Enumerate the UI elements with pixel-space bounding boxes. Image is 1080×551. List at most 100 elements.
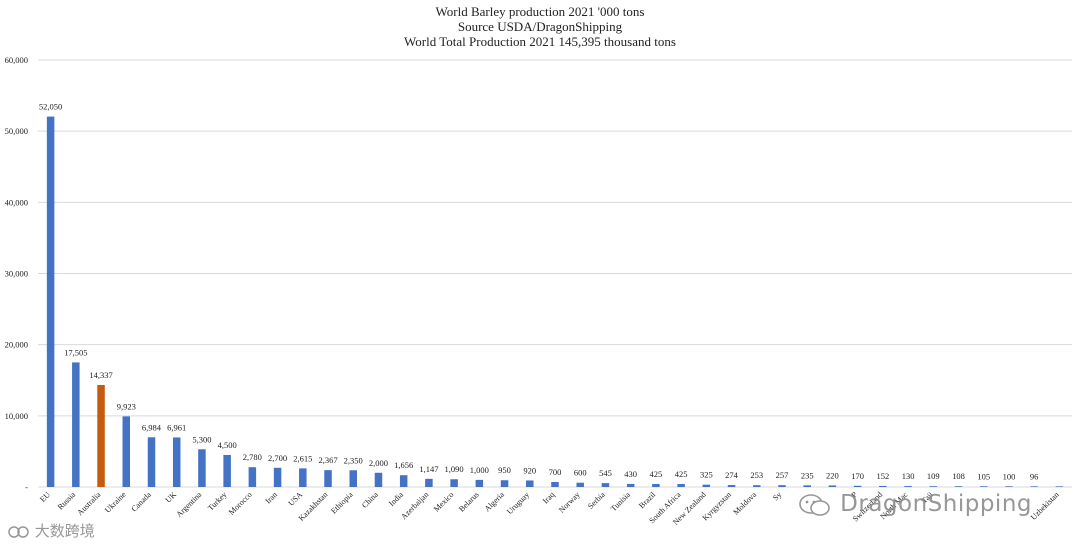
wechat-icon (799, 493, 831, 516)
x-tick-label: Sy (771, 490, 783, 502)
x-tick-label: Norway (557, 490, 582, 515)
x-tick-label: Iran (264, 490, 279, 505)
y-tick-label: 10,000 (5, 411, 28, 421)
x-tick-label: Australia (75, 490, 102, 517)
x-tick-label: UK (164, 490, 179, 505)
bar (526, 480, 534, 487)
bar (223, 454, 231, 487)
watermark-right-text: DragonShipping (840, 491, 1032, 517)
bar (879, 485, 887, 487)
x-tick-label: Uzbekistan (1029, 490, 1061, 522)
x-tick-label: Algeria (483, 490, 507, 514)
bar (626, 483, 635, 487)
y-tick-label: - (25, 482, 28, 492)
y-tick-label: 40,000 (5, 197, 28, 207)
x-tick-label: Belarus (457, 490, 481, 514)
data-label: 170 (851, 471, 864, 481)
bar (172, 437, 181, 487)
bar (551, 482, 559, 487)
x-tick-label: Tunisia (609, 490, 632, 513)
data-label: 4,500 (218, 440, 237, 450)
data-label: 253 (750, 470, 763, 480)
x-tick-label: Ukraine (103, 490, 128, 515)
data-label: 14,337 (89, 370, 112, 380)
data-label: 6,984 (142, 422, 162, 432)
data-label: 2,367 (318, 455, 337, 465)
bar (1055, 486, 1064, 487)
data-label: 600 (574, 468, 587, 478)
x-tick-label: Brazil (637, 490, 658, 511)
data-label: 1,656 (394, 460, 413, 470)
x-tick-label: Canada (130, 490, 154, 514)
bar (954, 486, 963, 487)
bar (601, 483, 610, 487)
data-label: 1,090 (445, 464, 464, 474)
data-label: 2,780 (243, 452, 262, 462)
x-tick-label: Serbia (586, 490, 607, 511)
dragonshipping-watermark: DragonShipping (798, 491, 1032, 517)
data-label: 950 (498, 465, 511, 475)
bar (248, 467, 257, 487)
bar (46, 116, 55, 487)
bar (324, 470, 332, 487)
bar (72, 362, 80, 487)
bar (652, 483, 660, 487)
bar (853, 485, 862, 487)
data-label: 274 (725, 470, 739, 480)
bar (778, 485, 786, 487)
chart-title: World Barley production 2021 '000 tons (435, 4, 645, 19)
x-tick-label: China (360, 490, 380, 510)
bar (374, 472, 383, 487)
y-axis-ticks: - 10,000 20,000 30,000 40,000 50,000 60,000 (5, 55, 29, 492)
x-tick-label: Argentina (174, 490, 203, 519)
data-label: 6,961 (167, 422, 186, 432)
data-label: 2,350 (344, 455, 363, 465)
data-label: 96 (1030, 471, 1039, 481)
bar (425, 478, 433, 487)
data-label: 152 (876, 471, 889, 481)
y-tick-label: 60,000 (5, 55, 28, 65)
bar (273, 467, 282, 487)
x-tick-label: Azerbaijan (399, 490, 430, 521)
data-label: 325 (700, 470, 713, 480)
data-label: 52,050 (39, 102, 62, 112)
data-label: 2,700 (268, 453, 287, 463)
y-tick-label: 20,000 (5, 340, 28, 350)
x-tick-label: Turkey (206, 490, 229, 513)
brand-logo-icon (8, 525, 29, 538)
bar (299, 468, 307, 487)
data-label: 235 (801, 470, 814, 480)
x-tick-label: P (850, 490, 860, 500)
bar (500, 480, 509, 487)
data-label: 2,000 (369, 458, 388, 468)
bar (349, 470, 357, 487)
data-label: 105 (977, 471, 990, 481)
value-labels: 52,050 17,505 14,337 9,923 6,984 6,961 5,300 4,… (39, 102, 1038, 482)
bar (198, 449, 206, 487)
data-label: 2,615 (293, 453, 312, 463)
bar (1030, 486, 1038, 487)
data-label: 100 (1003, 471, 1016, 481)
data-label: 700 (549, 467, 562, 477)
bar (399, 475, 408, 487)
bar (677, 483, 685, 487)
bars (46, 116, 1064, 487)
bar (904, 486, 912, 487)
bar (1005, 486, 1013, 487)
bar (979, 486, 988, 487)
chart-subtitle-total: World Total Production 2021 145,395 thou… (404, 34, 676, 49)
x-tick-label: Mexico (432, 490, 456, 514)
data-label: 109 (927, 471, 940, 481)
data-label: 430 (624, 469, 637, 479)
x-tick-label: Uruguay (505, 490, 531, 516)
bar (803, 485, 811, 487)
data-label: 5,300 (192, 434, 211, 444)
bar (828, 485, 837, 487)
bar (576, 482, 584, 487)
bar (450, 479, 458, 487)
chart-subtitle-source: Source USDA/DragonShipping (457, 19, 623, 34)
bar (147, 437, 156, 487)
x-tick-label: USA (287, 490, 305, 508)
